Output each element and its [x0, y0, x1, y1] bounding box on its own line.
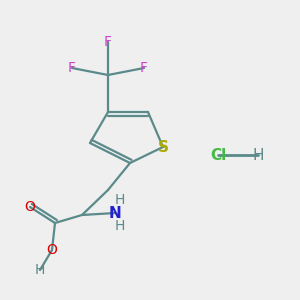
- Text: H: H: [252, 148, 264, 163]
- Text: F: F: [140, 61, 148, 75]
- Text: H: H: [35, 263, 45, 277]
- Text: N: N: [109, 206, 122, 220]
- Text: O: O: [46, 243, 57, 257]
- Text: F: F: [104, 35, 112, 49]
- Text: Cl: Cl: [210, 148, 226, 163]
- Text: F: F: [68, 61, 76, 75]
- Text: H: H: [115, 219, 125, 233]
- Text: O: O: [25, 200, 35, 214]
- Text: H: H: [115, 193, 125, 207]
- Text: S: S: [158, 140, 169, 154]
